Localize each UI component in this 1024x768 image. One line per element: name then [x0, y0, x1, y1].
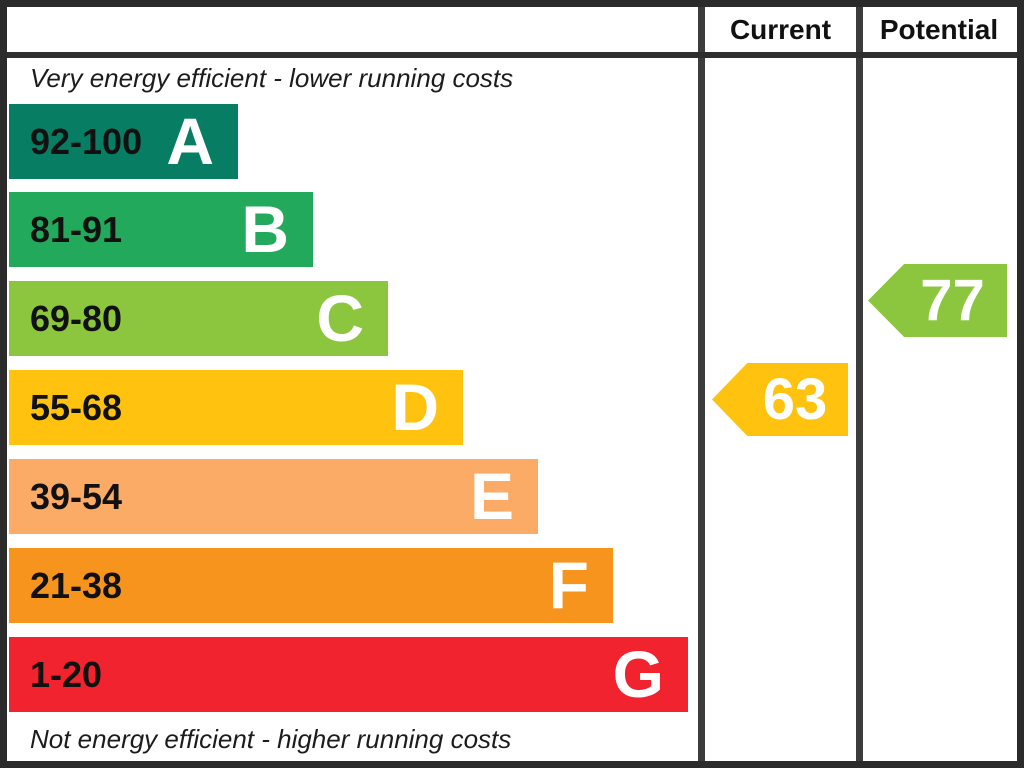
- header-separator-line: [7, 52, 1017, 58]
- potential-rating-arrow: 77: [868, 264, 1007, 337]
- band-a-range: 92-100: [30, 120, 143, 162]
- band-b-letter: B: [241, 192, 289, 266]
- potential-rating-value: 77: [920, 268, 985, 333]
- band-f: 21-38 F: [9, 548, 613, 623]
- band-a-letter: A: [166, 104, 214, 178]
- band-d-range: 55-68: [30, 386, 123, 428]
- band-d-letter: D: [391, 370, 439, 444]
- band-b-range: 81-91: [30, 208, 123, 250]
- band-d: 55-68 D: [9, 370, 463, 445]
- potential-column-header: Potential: [879, 13, 999, 45]
- band-b: 81-91 B: [9, 192, 313, 267]
- band-e: 39-54 E: [9, 459, 538, 534]
- band-f-letter: F: [548, 548, 589, 622]
- top-caption: Very energy efficient - lower running co…: [30, 63, 514, 93]
- band-e-range: 39-54: [30, 475, 123, 517]
- bottom-caption: Not energy efficient - higher running co…: [30, 724, 512, 754]
- band-c-range: 69-80: [30, 297, 123, 339]
- band-c: 69-80 C: [9, 281, 388, 356]
- band-e-letter: E: [469, 459, 514, 533]
- current-rating-arrow: 63: [712, 363, 848, 436]
- band-f-range: 21-38: [30, 564, 123, 606]
- band-g-range: 1-20: [30, 653, 103, 695]
- current-column-header: Current: [729, 13, 832, 45]
- band-g-letter: G: [612, 637, 664, 711]
- band-c-letter: C: [316, 281, 364, 355]
- current-column-divider: [698, 7, 705, 761]
- band-a: 92-100 A: [9, 104, 238, 179]
- potential-column-divider: [856, 7, 863, 761]
- band-g: 1-20 G: [9, 637, 688, 712]
- current-rating-value: 63: [762, 367, 828, 432]
